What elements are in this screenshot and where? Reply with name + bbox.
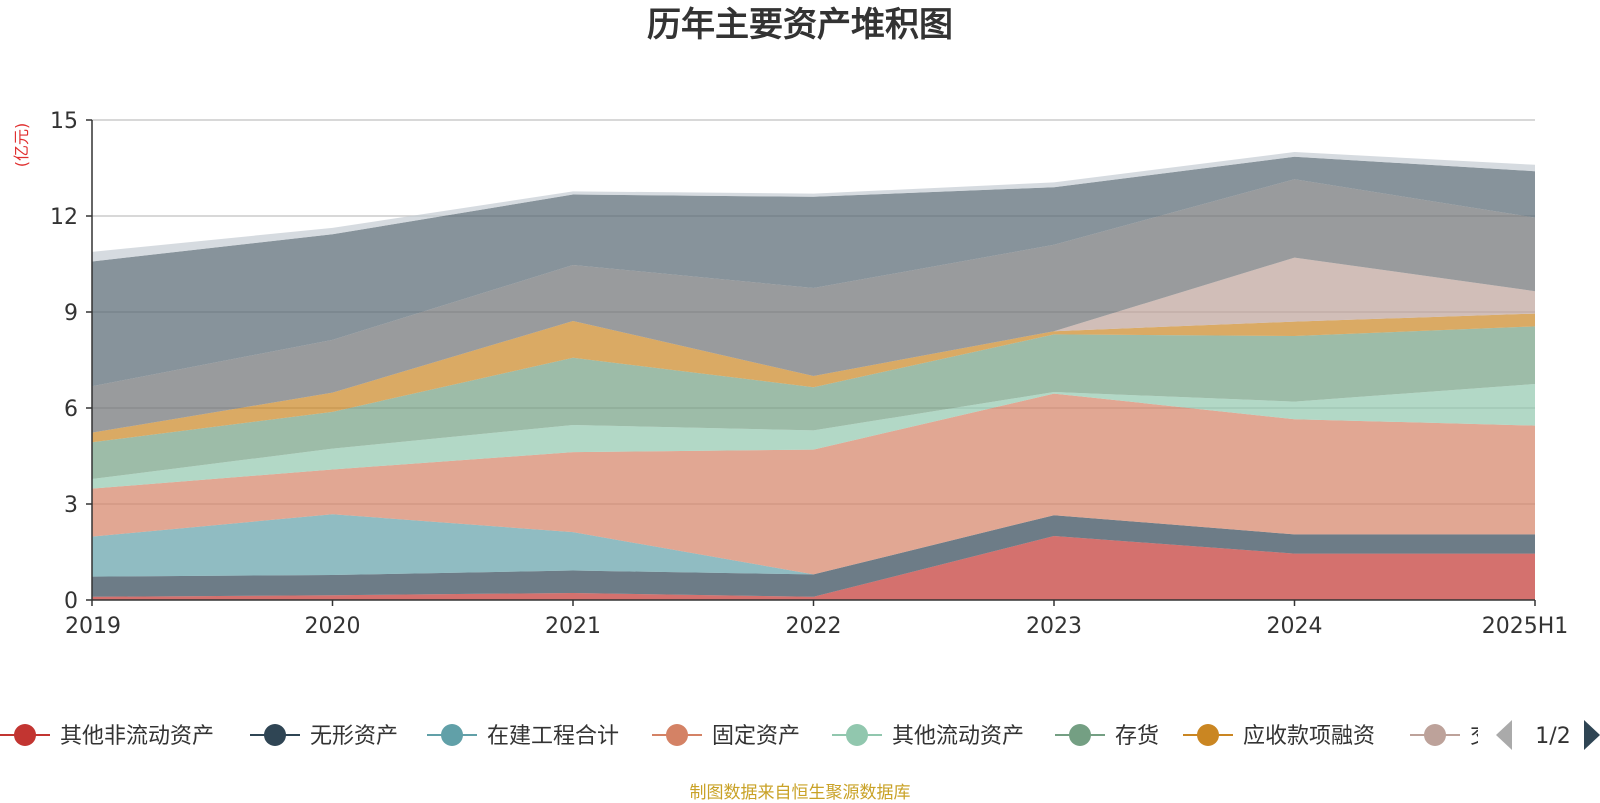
x-tick-label: 2024 [1267, 614, 1323, 639]
area-series-4 [92, 384, 1535, 489]
area-series-9 [92, 156, 1535, 387]
legend-item-1[interactable]: 无形资产 [250, 724, 398, 749]
axes: 0 3 6 9 12 15 2019 2020 2021 2022 2023 2024 2025H1 [50, 109, 1568, 639]
area-series-group [92, 152, 1535, 600]
legend-item-4[interactable]: 其他流动资产 [832, 724, 1024, 749]
legend-label: 在建工程合计 [487, 724, 619, 749]
y-axis-unit-label: (亿元) [12, 123, 31, 168]
y-tick-label: 12 [50, 205, 78, 230]
footer-source: 制图数据来自恒生聚源数据库 [689, 783, 911, 803]
legend-item-2[interactable]: 在建工程合计 [427, 724, 619, 749]
area-series-7 [92, 257, 1535, 433]
y-tick-label: 3 [64, 493, 78, 518]
legend-label: 无形资产 [310, 724, 398, 749]
legend-marker-icon [846, 724, 868, 746]
legend-item-5[interactable]: 存货 [1055, 724, 1159, 749]
legend-label: 固定资产 [712, 724, 800, 749]
y-tick-label: 9 [64, 301, 78, 326]
legend-marker-icon [1197, 724, 1219, 746]
x-tick-label: 2020 [305, 614, 361, 639]
y-tick-label: 6 [64, 397, 78, 422]
area-series-0 [92, 536, 1535, 600]
area-series-2 [92, 514, 1535, 577]
legend-item-3[interactable]: 固定资产 [652, 724, 800, 749]
x-tick-label: 2021 [545, 614, 601, 639]
legend-item-0[interactable]: 其他非流动资产 [0, 724, 214, 749]
legend-page-indicator: 1/2 [1535, 724, 1570, 749]
legend-prev-page-icon[interactable] [1496, 720, 1512, 750]
x-tick-label: 2022 [786, 614, 842, 639]
legend-item-6[interactable]: 应收款项融资 [1183, 724, 1375, 749]
legend-label: 其他流动资产 [892, 724, 1024, 749]
x-tick-label: 2019 [65, 614, 121, 639]
legend-marker-icon [1069, 724, 1091, 746]
area-series-3 [92, 393, 1535, 575]
chart-title: 历年主要资产堆积图 [647, 5, 953, 45]
x-tick-label: 2025H1 [1482, 614, 1569, 639]
y-tick-label: 0 [64, 589, 78, 614]
y-tick-label: 15 [50, 109, 78, 134]
x-tick-label: 2023 [1026, 614, 1082, 639]
area-series-8 [92, 179, 1535, 433]
legend-marker-icon [1424, 724, 1446, 746]
area-series-1 [92, 515, 1535, 597]
legend-label: 其他非流动资产 [60, 724, 214, 749]
area-series-5 [92, 326, 1535, 480]
legend-label: 存货 [1115, 724, 1159, 749]
legend-next-page-icon[interactable] [1584, 720, 1600, 750]
legend-label: 应收款项融资 [1243, 724, 1375, 749]
legend-marker-icon [264, 724, 286, 746]
legend-marker-icon [14, 724, 36, 746]
legend: 其他非流动资产无形资产在建工程合计固定资产其他流动资产存货应收款项融资交易性金融… [0, 715, 1600, 755]
legend-marker-icon [666, 724, 688, 746]
legend-marker-icon [441, 724, 463, 746]
area-series-6 [92, 313, 1535, 443]
